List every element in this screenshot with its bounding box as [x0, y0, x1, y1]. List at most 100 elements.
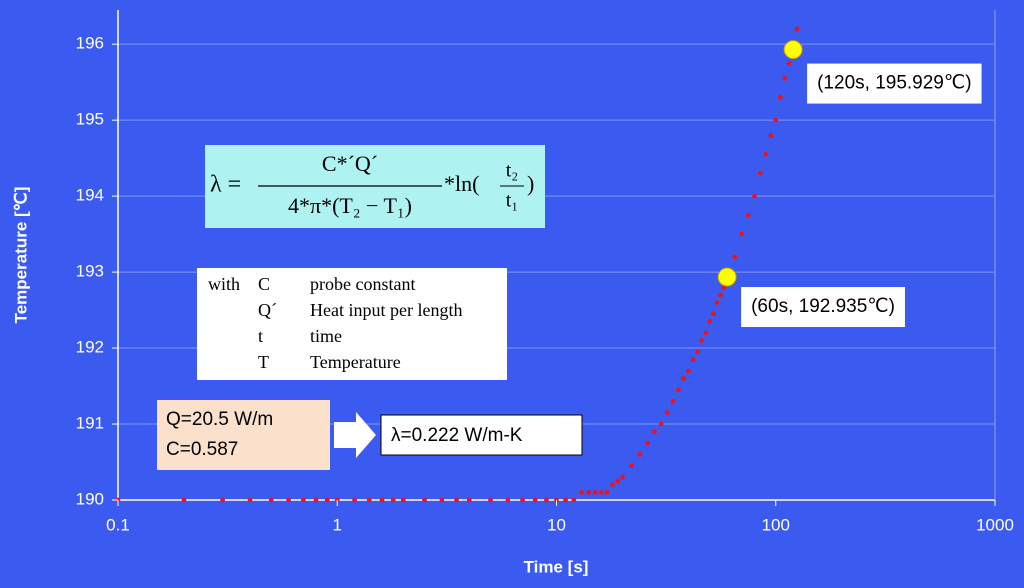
data-point — [220, 497, 226, 503]
data-point — [711, 311, 716, 317]
data-point — [379, 497, 385, 503]
formula-log-num: t₂ — [506, 160, 519, 182]
data-point — [676, 387, 681, 393]
data-point — [763, 151, 769, 157]
symbol-meaning: probe constant — [310, 274, 415, 294]
y-tick-label: 193 — [76, 262, 104, 281]
highlight-label-box — [741, 287, 905, 328]
data-point — [300, 497, 306, 503]
data-point — [390, 497, 396, 503]
data-point — [739, 231, 745, 237]
x-tick-label: 1000 — [976, 515, 1014, 534]
symbol-meaning: Temperature — [310, 352, 401, 372]
data-point — [752, 193, 757, 199]
data-point — [782, 75, 788, 81]
data-point — [768, 132, 774, 138]
data-point — [286, 497, 292, 503]
data-point — [579, 490, 584, 495]
data-point — [773, 117, 779, 123]
input-c: C=0.587 — [166, 439, 238, 460]
highlight-label: (60s, 192.935℃) — [751, 296, 895, 317]
symbol-box — [197, 268, 507, 380]
data-point — [652, 429, 657, 435]
x-tick-label: 1 — [333, 515, 342, 534]
data-point — [544, 497, 549, 503]
result-box — [380, 414, 583, 456]
highlight-label-box — [807, 63, 982, 104]
data-point — [610, 482, 615, 488]
y-tick-label: 194 — [76, 186, 104, 205]
symbol: Q´ — [258, 300, 277, 320]
data-point — [439, 497, 445, 503]
x-axis-title: Time [s] — [524, 557, 589, 576]
data-point — [786, 60, 792, 66]
data-point — [563, 497, 568, 503]
data-point — [466, 497, 472, 503]
data-point — [400, 497, 406, 503]
data-point — [718, 292, 723, 298]
formula-denominator: 4*π*(T₂ − T₁) — [288, 193, 412, 218]
formula-numerator: C*´Q´ — [322, 151, 378, 176]
data-point — [732, 254, 738, 260]
y-tick-label: 196 — [76, 34, 104, 53]
x-tick-label: 100 — [762, 515, 790, 534]
data-point — [637, 452, 643, 457]
data-point — [620, 474, 625, 480]
data-point — [181, 497, 187, 503]
data-point — [686, 368, 691, 374]
highlight-point — [783, 40, 803, 60]
y-tick-label: 195 — [76, 110, 104, 129]
data-point — [699, 338, 705, 343]
symbol: C — [258, 274, 270, 294]
data-point — [707, 319, 713, 324]
formula-log-den: t₁ — [506, 190, 519, 212]
data-point — [664, 410, 670, 416]
data-point — [645, 440, 650, 446]
data-point — [604, 490, 610, 495]
data-point — [532, 497, 538, 503]
y-tick-label: 191 — [76, 414, 104, 433]
arrow — [334, 412, 376, 458]
data-point — [714, 300, 720, 305]
symbol-meaning: time — [310, 326, 342, 346]
formula-close: ) — [527, 171, 534, 196]
result-text: λ=0.222 W/m-K — [391, 425, 523, 446]
data-point — [505, 497, 511, 503]
data-point — [629, 463, 634, 469]
input-box — [157, 400, 330, 470]
formula-lhs: λ = — [210, 172, 241, 198]
data-point — [366, 497, 372, 503]
y-axis-title: Temperature [℃] — [11, 187, 30, 324]
data-point — [592, 490, 598, 495]
data-point — [695, 349, 700, 355]
data-point — [794, 26, 800, 32]
x-tick-label: 0.1 — [106, 515, 130, 534]
symbol: T — [258, 352, 269, 372]
data-point — [488, 497, 493, 503]
data-point — [454, 497, 459, 503]
x-tick-label: 10 — [547, 515, 566, 534]
data-point — [422, 497, 427, 503]
input-q: Q=20.5 W/m — [166, 409, 273, 430]
symbol-meaning: Heat input per length — [310, 300, 462, 320]
data-point — [658, 421, 664, 427]
formula-ln: *ln( — [444, 171, 479, 196]
data-point — [324, 497, 330, 503]
data-point — [690, 357, 696, 362]
data-point — [745, 212, 751, 218]
data-point — [586, 490, 591, 495]
y-tick-label: 192 — [76, 338, 104, 357]
data-point — [352, 497, 358, 503]
data-point — [313, 497, 319, 503]
symbol: t — [258, 326, 263, 346]
legend-lead: with — [208, 274, 240, 294]
highlight-label: (120s, 195.929℃) — [817, 73, 971, 94]
data-point — [268, 497, 274, 503]
highlight-point — [717, 267, 737, 287]
data-point — [777, 94, 783, 100]
y-tick-label: 190 — [76, 489, 104, 508]
data-point — [703, 330, 709, 336]
